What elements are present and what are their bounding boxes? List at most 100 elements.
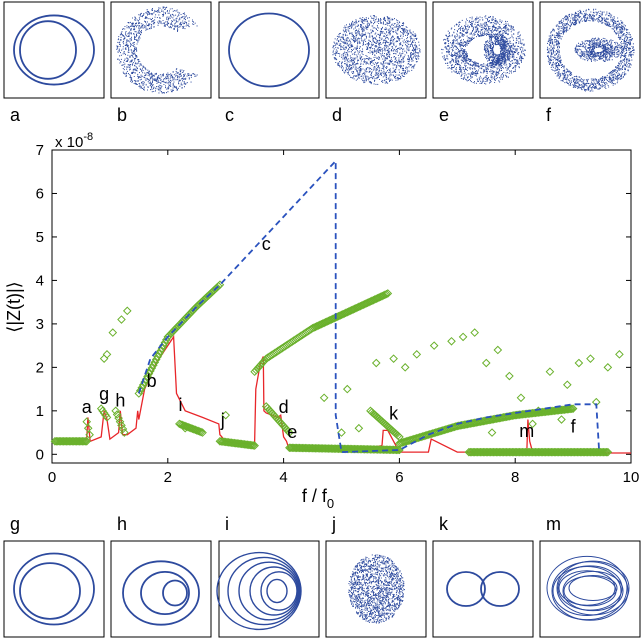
orbit-curve [249, 566, 299, 616]
diamond-marker [458, 332, 468, 342]
diamond-marker [603, 363, 613, 372]
orbit-curve [122, 560, 200, 626]
diamond-marker [360, 299, 369, 309]
diamond-marker [319, 318, 329, 328]
diamond-marker [324, 316, 333, 326]
orbit-curve [13, 552, 95, 626]
diamond-marker [358, 300, 368, 310]
inset-label-h: h [117, 514, 127, 534]
diamond-marker [383, 289, 393, 298]
diamond-marker [412, 350, 422, 359]
diamond-marker [153, 352, 162, 362]
diamond-marker [376, 292, 385, 302]
y-tick-label: 5 [36, 229, 44, 246]
diamond-marker [183, 422, 193, 432]
y-tick-label: 7 [36, 142, 44, 159]
annotation-a: a [82, 397, 93, 417]
diamond-marker [374, 293, 384, 302]
inset-frame [3, 540, 105, 638]
diamond-marker [154, 349, 164, 359]
y-tick-label: 4 [36, 272, 44, 289]
x-tick-label: 4 [279, 469, 287, 486]
diamond-marker [342, 307, 352, 317]
inset-frame [432, 540, 534, 638]
orbit-curve [446, 571, 486, 607]
top-inset-row: a b c d e f [3, 1, 641, 125]
diamond-marker [528, 419, 537, 429]
y-tick-label: 0 [36, 446, 44, 463]
diamond-marker [340, 309, 349, 318]
diamond-marker [369, 295, 378, 305]
annotation-layer: ag h b i j c de k m f [82, 234, 577, 442]
diamond-marker [115, 417, 125, 427]
diamond-marker [186, 423, 196, 433]
y-axis-label: ⟨|Z(t)|⟩ [4, 281, 24, 332]
diamond-marker [82, 436, 92, 446]
diamond-marker [99, 354, 109, 363]
orbit-curve [238, 561, 300, 621]
diamond-marker [314, 321, 323, 330]
diamond-marker [341, 308, 351, 318]
diamond-marker [247, 440, 257, 450]
diamond-marker [117, 421, 126, 430]
diamond-marker [285, 428, 294, 437]
orbit-curve [227, 556, 301, 626]
diamond-marker [567, 404, 576, 414]
diamond-marker [118, 424, 128, 434]
orbit-curve [557, 565, 623, 611]
diamond-marker [557, 415, 566, 424]
annotation-b: b [147, 371, 157, 391]
diamond-marker [379, 291, 388, 300]
y-tick-label: 3 [36, 316, 44, 333]
inset-label-k: k [439, 514, 449, 534]
diamond-marker [196, 427, 206, 437]
diamond-marker [321, 317, 330, 327]
inset-e [432, 1, 534, 99]
diamond-marker [603, 447, 613, 457]
diamond-marker [150, 358, 160, 367]
diamond-marker [361, 299, 371, 308]
diamond-marker [545, 367, 555, 377]
diamond-marker [160, 338, 170, 347]
diamond-marker [493, 345, 503, 355]
series-layer [57, 334, 631, 454]
diamond-marker [102, 413, 112, 422]
diamond-marker [319, 393, 329, 403]
diamond-marker [371, 294, 381, 304]
dashed-series-line [137, 158, 601, 454]
diamond-marker [188, 424, 197, 434]
inset-frame [3, 1, 105, 99]
x-tick-label: 0 [48, 469, 56, 486]
diamond-marker [366, 297, 375, 306]
diamond-marker [389, 354, 398, 363]
diamond-marker [380, 290, 390, 300]
diamond-marker [108, 328, 118, 337]
diamond-marker [156, 346, 165, 356]
annotation-f: f [571, 417, 577, 437]
diamond-marker [354, 423, 364, 433]
diamond-marker [382, 289, 391, 299]
diamond-marker [487, 428, 497, 437]
inset-label-m: m [546, 514, 561, 534]
diamond-marker [250, 441, 259, 450]
orbit-scatter [546, 8, 635, 92]
diamond-marker [347, 305, 356, 315]
diamond-marker [350, 304, 359, 314]
diamond-marker [120, 428, 129, 437]
diamond-marker [329, 313, 339, 323]
solid-series-line [57, 334, 631, 454]
diamond-marker [180, 423, 190, 433]
diamond-marker [325, 315, 335, 325]
diamond-marker [516, 393, 526, 403]
diamond-marker [563, 380, 572, 390]
annotation-d: d [279, 397, 289, 417]
inset-label-a: a [10, 105, 21, 125]
diamond-marker [470, 328, 479, 337]
orbit-curve [480, 571, 520, 607]
diamond-marker [371, 358, 381, 368]
annotation-e: e [287, 422, 297, 442]
diamond-marker [335, 311, 345, 320]
diamond-marker [176, 420, 186, 429]
orbit-scatter [348, 554, 405, 624]
